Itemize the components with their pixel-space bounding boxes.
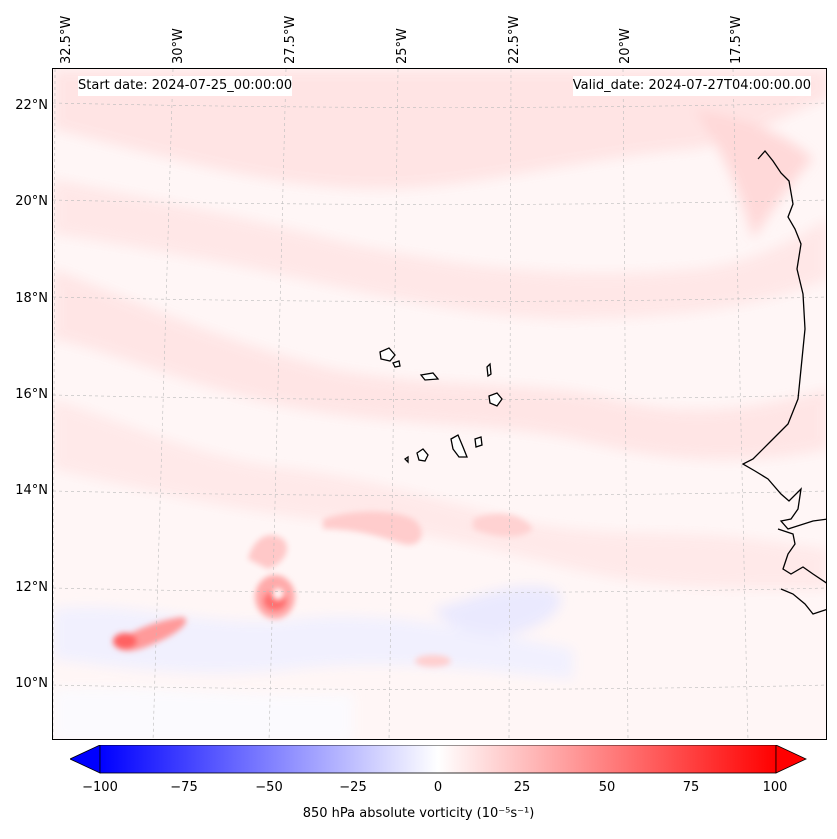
cape-verde-islands [379, 347, 503, 464]
lon-label-25w: 25°W [395, 28, 410, 64]
lat-label-18n: 18°N [15, 291, 48, 306]
lon-label-32-5w: 32.5°W [59, 15, 74, 64]
graticule [53, 69, 826, 739]
lat-label-20n: 20°N [15, 194, 48, 209]
colorbar-tick: −75 [170, 780, 198, 795]
colorbar-tick: 25 [513, 780, 531, 795]
colorbar-tick: −100 [82, 780, 118, 795]
valid-date-label: Valid_date: 2024-07-27T04:00:00.00 [572, 76, 811, 96]
vorticity-maxima [113, 511, 533, 667]
colorbar-tick: 50 [598, 780, 616, 795]
colorbar-tick: 0 [433, 780, 443, 795]
lat-label-12n: 12°N [15, 580, 48, 595]
vorticity-map[interactable] [52, 68, 827, 740]
start-date-label: Start date: 2024-07-25_00:00:00 [78, 76, 293, 96]
lon-label-22-5w: 22.5°W [507, 15, 522, 64]
colorbar-label: 850 hPa absolute vorticity (10⁻⁵s⁻¹) [302, 806, 535, 821]
colorbar-low-extend [70, 745, 101, 774]
field-shading [53, 69, 826, 739]
lat-label-10n: 10°N [15, 676, 48, 691]
map-field-svg [53, 69, 826, 739]
colorbar-high-extend [775, 745, 807, 774]
colorbar-tick: −50 [255, 780, 283, 795]
colorbar-tick: 100 [762, 780, 788, 795]
colorbar [70, 745, 807, 774]
coastline [741, 149, 826, 615]
lat-label-14n: 14°N [15, 483, 48, 498]
colorbar-tick: −25 [339, 780, 367, 795]
lon-label-30w: 30°W [171, 28, 186, 64]
lat-label-16n: 16°N [15, 387, 48, 402]
colorbar-tick: 75 [682, 780, 700, 795]
lat-label-22n: 22°N [15, 98, 48, 113]
lon-label-17-5w: 17.5°W [729, 15, 744, 64]
lon-label-27-5w: 27.5°W [283, 15, 298, 64]
colorbar-gradient [99, 745, 777, 774]
lon-label-20w: 20°W [618, 28, 633, 64]
